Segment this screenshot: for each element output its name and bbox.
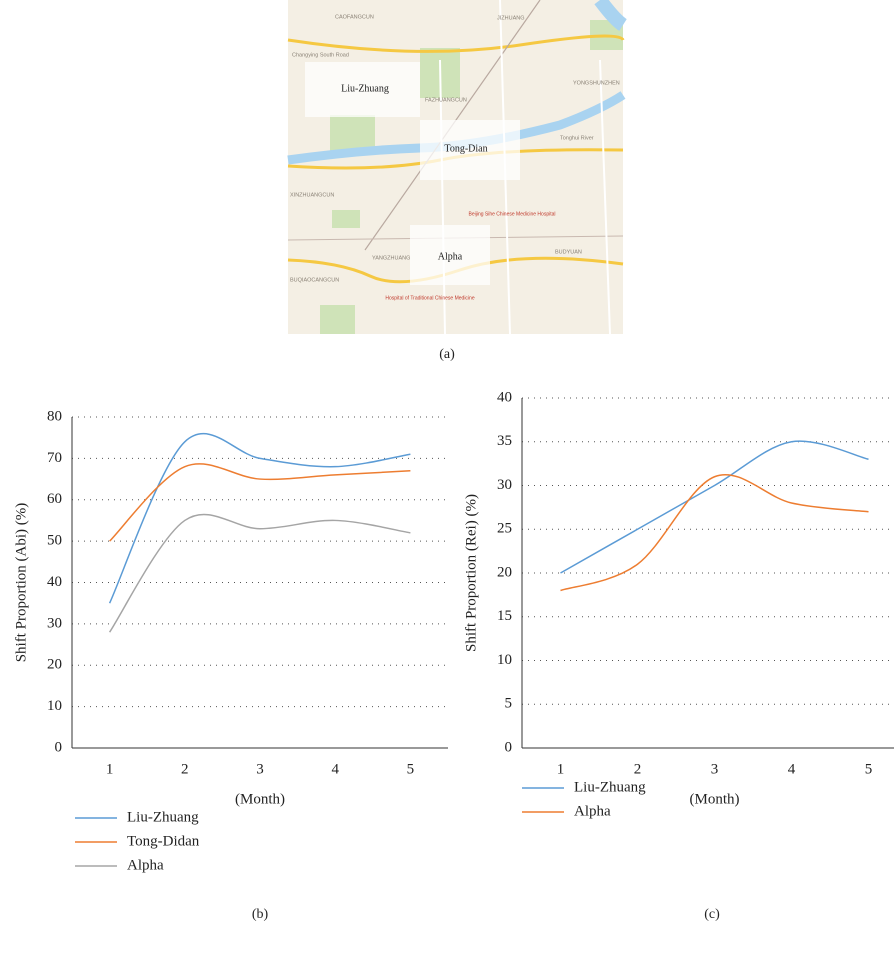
place-label: BUQIAOCANGCUN — [290, 277, 339, 283]
place-label: FAZHUANGCUN — [425, 97, 467, 103]
x-tick-label: 1 — [106, 761, 114, 777]
legend-label: Liu-Zhuang — [574, 779, 646, 795]
series-line — [560, 440, 869, 574]
y-tick-label: 80 — [47, 408, 62, 424]
road-label: Changying South Road — [292, 52, 349, 58]
region-box — [305, 62, 420, 117]
series-line — [108, 432, 411, 604]
legend-label: Alpha — [574, 803, 611, 819]
x-tick-label: 3 — [256, 761, 264, 777]
y-tick-label: 30 — [47, 615, 62, 631]
x-axis-label: (Month) — [690, 791, 740, 807]
x-tick-label: 1 — [557, 761, 565, 777]
y-tick-label: 40 — [47, 574, 62, 590]
poi-label: Hospital of Traditional Chinese Medicine — [385, 295, 474, 301]
caption: (b) — [252, 907, 269, 922]
x-tick-label: 4 — [331, 761, 339, 777]
place-label: JIZHUANG — [497, 15, 525, 21]
y-axis-label: Shift Proportion (Rei) (%) — [463, 494, 479, 652]
place-label: CAOFANGCUN — [335, 14, 374, 20]
road-label: Tonghui River — [560, 135, 594, 141]
y-tick-label: 60 — [47, 491, 62, 507]
legend-label: Liu-Zhuang — [127, 809, 199, 825]
place-label: YANGZHUANG — [372, 255, 410, 261]
y-tick-label: 50 — [47, 533, 62, 549]
y-tick-label: 30 — [497, 477, 512, 493]
x-tick-label: 5 — [865, 761, 873, 777]
x-tick-label: 3 — [711, 761, 719, 777]
y-tick-label: 25 — [497, 521, 512, 537]
place-label: YONGSHUNZHEN — [573, 80, 620, 86]
series-line — [108, 513, 411, 633]
region-box — [410, 225, 490, 285]
region-label: Tong-Dian — [444, 143, 487, 154]
y-tick-label: 20 — [47, 657, 62, 673]
caption: (a) — [439, 347, 455, 362]
caption: (c) — [704, 907, 720, 922]
map: Liu-Zhuang Tong-Dian Alpha CAOFANGCUN JI… — [287, 0, 628, 362]
y-tick-label: 5 — [505, 696, 513, 712]
x-tick-label: 5 — [407, 761, 415, 777]
region-label: Liu-Zhuang — [341, 83, 389, 94]
y-tick-label: 10 — [497, 652, 512, 668]
legend-label: Alpha — [127, 857, 164, 873]
legend-label: Tong-Didan — [127, 833, 200, 849]
y-tick-label: 0 — [505, 739, 513, 755]
y-tick-label: 15 — [497, 608, 512, 624]
y-tick-label: 35 — [497, 433, 512, 449]
y-tick-label: 20 — [497, 564, 512, 580]
park — [320, 305, 355, 334]
park — [332, 210, 360, 228]
place-label: XINZHUANGCUN — [290, 192, 334, 198]
y-axis-label: Shift Proportion (Abi) (%) — [13, 503, 29, 663]
poi-label: Beijing Sihe Chinese Medicine Hospital — [469, 211, 556, 217]
river — [594, 0, 628, 31]
series-line — [109, 463, 411, 542]
y-tick-label: 0 — [55, 739, 63, 755]
y-tick-label: 10 — [47, 698, 62, 714]
y-tick-label: 70 — [47, 450, 62, 466]
x-tick-label: 2 — [634, 761, 642, 777]
series-line — [560, 474, 869, 592]
x-tick-label: 2 — [181, 761, 189, 777]
region-label: Alpha — [438, 251, 463, 262]
x-axis-label: (Month) — [235, 791, 285, 807]
region-box — [420, 120, 520, 180]
x-tick-label: 4 — [788, 761, 796, 777]
y-tick-label: 40 — [497, 389, 512, 405]
place-label: BUDYUAN — [555, 249, 582, 255]
